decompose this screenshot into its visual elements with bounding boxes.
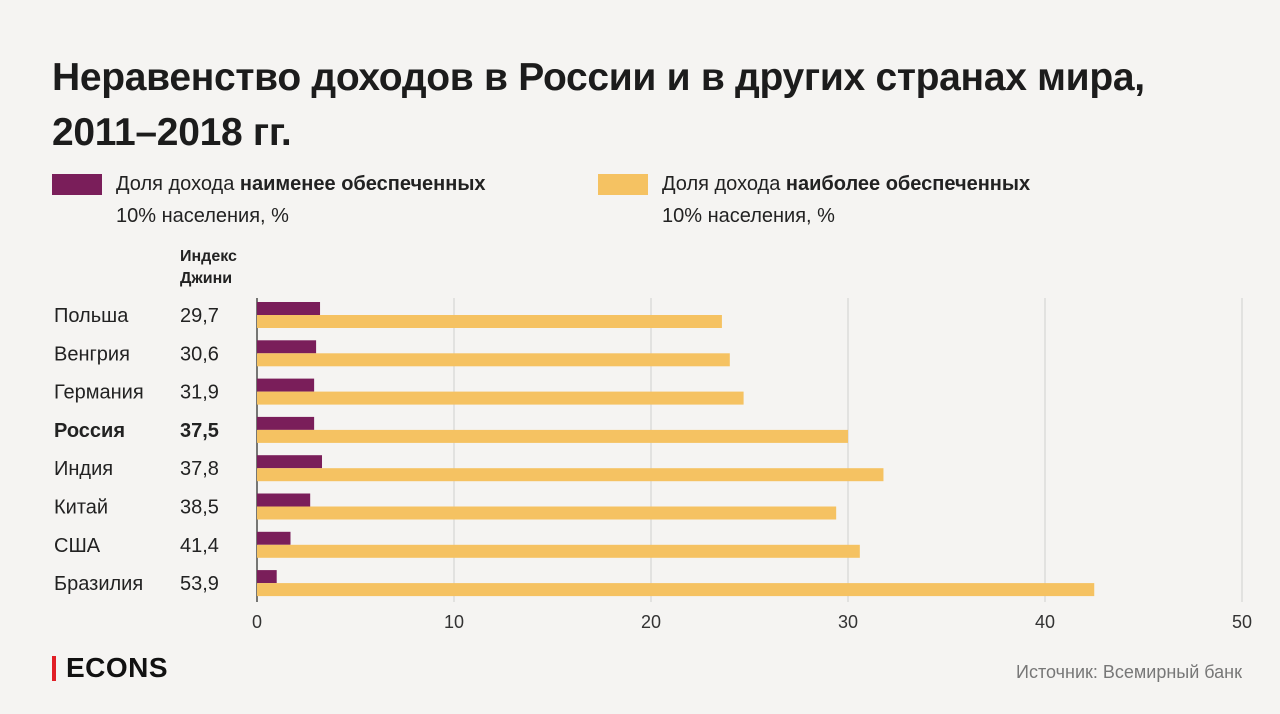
- bar-poor: [257, 455, 323, 469]
- country-label: США: [54, 535, 101, 557]
- x-tick-label: 50: [1232, 612, 1252, 632]
- bar-rich: [257, 391, 744, 405]
- bar-rich: [257, 353, 730, 367]
- chart-title: Неравенство доходов в России и в других …: [52, 50, 1232, 160]
- gini-value: 38,5: [180, 497, 219, 519]
- country-label: Венгрия: [54, 343, 130, 365]
- gini-value: 37,8: [180, 458, 219, 480]
- bar-poor: [257, 302, 321, 315]
- gini-value: 31,9: [180, 382, 219, 404]
- legend-poor-prefix: Доля дохода: [116, 173, 240, 195]
- x-tick-label: 40: [1035, 612, 1055, 632]
- gini-value: 41,4: [180, 535, 219, 557]
- bar-rich: [257, 315, 722, 328]
- legend-swatch-rich: [598, 174, 648, 195]
- chart-title-line2: 2011–2018 гг.: [52, 111, 292, 154]
- legend-rich-prefix: Доля дохода: [662, 173, 786, 195]
- country-label: Россия: [54, 420, 125, 442]
- country-label: Бразилия: [54, 573, 143, 595]
- bar-poor: [257, 340, 317, 354]
- x-tick-label: 20: [641, 612, 661, 632]
- gini-header: Индекс Джини: [180, 246, 237, 290]
- bar-rich: [257, 506, 837, 520]
- gini-value: 29,7: [180, 305, 219, 327]
- chart-title-line1: Неравенство доходов в России и в других …: [52, 56, 1145, 99]
- bar-poor: [257, 493, 311, 507]
- gini-value: 37,5: [180, 420, 219, 442]
- legend-label-poor: Доля дохода наименее обеспеченных 10% на…: [116, 168, 586, 232]
- bar-poor: [257, 416, 315, 430]
- country-label: Польша: [54, 305, 129, 327]
- source-note: Источник: Всемирный банк: [1016, 662, 1242, 682]
- legend-rich-bold: наиболее обеспеченных: [785, 173, 1031, 195]
- country-label: Индия: [54, 458, 113, 480]
- brand-mark: [52, 656, 56, 681]
- bar-poor: [257, 378, 315, 392]
- x-tick-label: 10: [444, 612, 464, 632]
- country-label: Германия: [54, 382, 144, 404]
- gini-header-line2: Джини: [180, 270, 233, 287]
- country-label: Китай: [54, 497, 108, 519]
- legend-swatch-poor: [52, 174, 102, 195]
- bar-rich: [257, 429, 848, 443]
- bar-rich: [257, 583, 1095, 597]
- legend-poor-line2: 10% населения, %: [116, 205, 289, 227]
- bar-poor: [257, 531, 291, 545]
- x-tick-label: 30: [838, 612, 858, 632]
- bar-rich: [257, 468, 884, 482]
- x-tick-label: 0: [252, 612, 262, 632]
- legend-rich-line2: 10% населения, %: [662, 205, 835, 227]
- gini-header-line1: Индекс: [180, 248, 237, 265]
- bar-rich: [257, 544, 860, 558]
- gini-value: 53,9: [180, 573, 219, 595]
- brand-logo: ECONS: [66, 652, 169, 683]
- gini-value: 30,6: [180, 343, 219, 365]
- legend-poor-bold: наименее обеспеченных: [239, 173, 486, 195]
- bar-poor: [257, 570, 277, 584]
- legend-label-rich: Доля дохода наиболее обеспеченных 10% на…: [662, 168, 1132, 232]
